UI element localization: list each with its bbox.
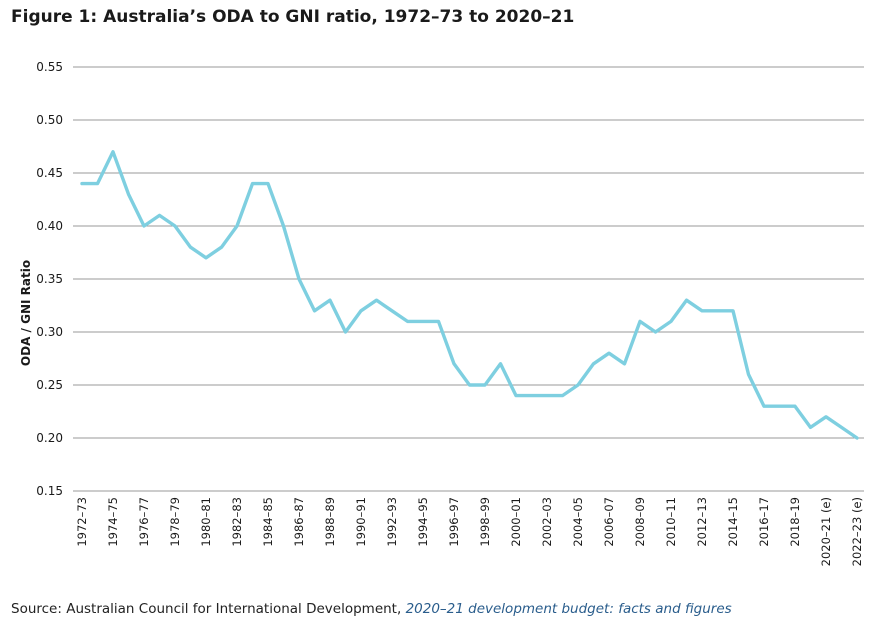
series-line-oda-gni bbox=[80, 150, 859, 440]
x-axis-ticks: 1972–73 1974–75 1976–77 1978–79 1980–81 1982–… bbox=[75, 497, 864, 566]
x-tick-label: 2016–17 bbox=[757, 497, 771, 547]
x-tick-label: 1974–75 bbox=[106, 497, 120, 547]
x-tick-label: 2006–07 bbox=[602, 497, 616, 547]
x-tick-label: 2018–19 bbox=[788, 497, 802, 547]
x-tick-label: 1980–81 bbox=[199, 497, 213, 547]
x-tick-label: 2002–03 bbox=[540, 497, 554, 547]
x-tick-label: 1988–89 bbox=[323, 497, 337, 547]
x-tick-label: 1996–97 bbox=[447, 497, 461, 547]
y-tick-label: 0.50 bbox=[36, 113, 63, 127]
y-tick-label: 0.15 bbox=[36, 484, 63, 498]
y-axis-label: ODA / GNI Ratio bbox=[19, 260, 33, 366]
x-tick-label: 1990–91 bbox=[354, 497, 368, 547]
source-note: Source: Australian Council for Internati… bbox=[11, 601, 732, 617]
y-tick-label: 0.25 bbox=[36, 378, 63, 392]
y-tick-label: 0.55 bbox=[36, 60, 63, 74]
x-tick-label: 1998–99 bbox=[478, 497, 492, 547]
y-tick-label: 0.40 bbox=[36, 219, 63, 233]
y-axis-ticks: 0.15 0.20 0.25 0.30 0.35 0.40 0.45 0.50 0.55 bbox=[36, 60, 63, 498]
x-tick-label: 1986–87 bbox=[292, 497, 306, 547]
x-tick-label: 2008–09 bbox=[633, 497, 647, 547]
y-tick-label: 0.20 bbox=[36, 431, 63, 445]
x-tick-label: 1982–83 bbox=[230, 497, 244, 547]
y-tick-label: 0.30 bbox=[36, 325, 63, 339]
x-tick-label: 1972–73 bbox=[75, 497, 89, 547]
x-tick-label: 1984–85 bbox=[261, 497, 275, 547]
x-tick-label: 2022–23 (e) bbox=[850, 497, 864, 566]
x-tick-label: 2012–13 bbox=[695, 497, 709, 547]
x-tick-label: 2014–15 bbox=[726, 497, 740, 547]
gridlines bbox=[73, 66, 864, 492]
x-tick-label: 2020–21 (e) bbox=[819, 497, 833, 566]
x-tick-label: 2000–01 bbox=[509, 497, 523, 547]
x-tick-label: 2010–11 bbox=[664, 497, 678, 547]
line-chart: 0.15 0.20 0.25 0.30 0.35 0.40 0.45 0.50 0.55 197… bbox=[19, 60, 864, 566]
x-tick-label: 1992–93 bbox=[385, 497, 399, 547]
x-tick-label: 1978–79 bbox=[168, 497, 182, 547]
x-tick-label: 2004–05 bbox=[571, 497, 585, 547]
chart-title: Figure 1: Australia’s ODA to GNI ratio, … bbox=[11, 7, 575, 27]
y-tick-label: 0.45 bbox=[36, 166, 63, 180]
x-tick-label: 1994–95 bbox=[416, 497, 430, 547]
source-prefix: Source: Australian Council for Internati… bbox=[11, 601, 406, 617]
y-tick-label: 0.35 bbox=[36, 272, 63, 286]
source-link[interactable]: 2020–21 development budget: facts and fi… bbox=[405, 601, 732, 617]
x-tick-label: 1976–77 bbox=[137, 497, 151, 547]
